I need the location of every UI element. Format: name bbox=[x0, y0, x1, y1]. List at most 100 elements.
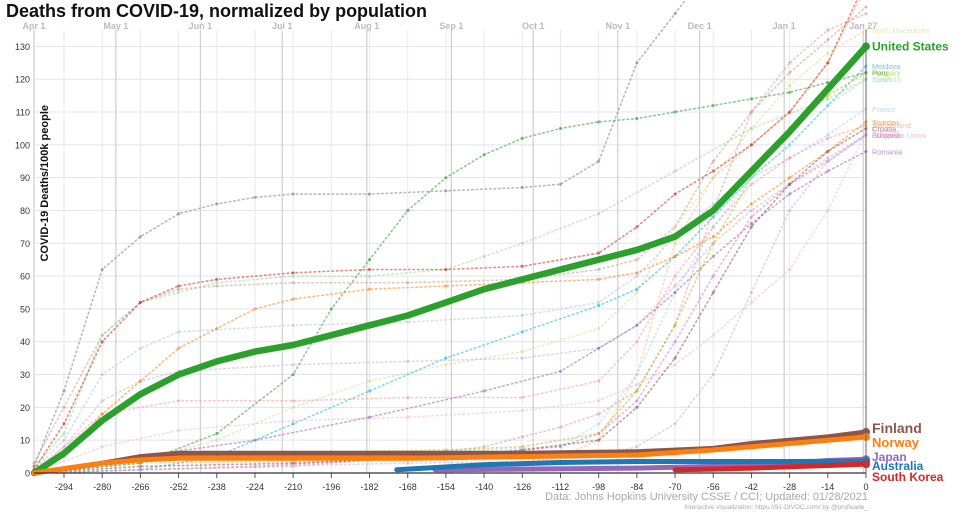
faded-data-point bbox=[826, 51, 830, 55]
faded-data-point bbox=[444, 267, 448, 272]
faded-data-point bbox=[253, 464, 257, 469]
faded-data-point bbox=[482, 153, 486, 157]
faded-data-point bbox=[176, 428, 181, 432]
y-tick-label: 90 bbox=[20, 173, 30, 183]
highlighted-data-point bbox=[176, 372, 181, 377]
faded-data-point bbox=[176, 399, 181, 403]
faded-data-point bbox=[826, 80, 830, 85]
highlighted-data-point bbox=[787, 459, 792, 464]
highlighted-data-point bbox=[481, 287, 487, 292]
y-tick-label: 100 bbox=[15, 140, 30, 150]
faded-data-point bbox=[176, 287, 181, 291]
faded-data-point bbox=[62, 445, 66, 449]
faded-data-point bbox=[635, 274, 639, 278]
faded-series-line bbox=[33, 130, 867, 474]
faded-data-point bbox=[597, 438, 601, 442]
y-tick-label: 120 bbox=[15, 75, 30, 85]
faded-data-point bbox=[864, 5, 868, 9]
faded-series-label: Bulgaria bbox=[872, 131, 900, 140]
faded-data-point bbox=[749, 143, 754, 147]
highlighted-data-point bbox=[394, 467, 400, 472]
faded-data-point bbox=[749, 202, 754, 206]
faded-data-point bbox=[406, 208, 410, 213]
highlighted-data-point bbox=[596, 257, 601, 262]
highlighted-data-point bbox=[634, 247, 640, 253]
faded-data-point bbox=[367, 379, 372, 383]
faded-data-point bbox=[826, 159, 830, 163]
month-label: Sep 1 bbox=[439, 21, 463, 31]
highlighted-data-point bbox=[634, 452, 640, 458]
faded-data-point bbox=[635, 117, 639, 121]
y-tick-label: 10 bbox=[20, 436, 30, 446]
faded-data-point bbox=[444, 356, 448, 360]
x-tick-label: -98 bbox=[592, 482, 605, 492]
faded-data-point bbox=[138, 379, 142, 383]
faded-data-point bbox=[367, 258, 372, 262]
faded-data-point bbox=[406, 415, 410, 419]
faded-data-point bbox=[100, 399, 104, 403]
faded-data-point bbox=[673, 422, 677, 426]
faded-data-point bbox=[215, 432, 219, 436]
faded-series-line bbox=[33, 0, 858, 471]
faded-data-point bbox=[291, 323, 295, 327]
faded-data-point bbox=[788, 192, 792, 196]
faded-data-point bbox=[329, 307, 333, 311]
y-tick-label: 130 bbox=[15, 42, 30, 52]
x-tick-label: -224 bbox=[246, 482, 264, 492]
month-label: Oct 1 bbox=[522, 21, 545, 31]
faded-data-point bbox=[406, 395, 410, 400]
faded-data-point bbox=[444, 363, 448, 367]
faded-series-line bbox=[33, 108, 867, 471]
highlighted-series-line bbox=[672, 461, 869, 473]
faded-data-point bbox=[520, 185, 524, 190]
faded-data-point bbox=[176, 330, 181, 334]
x-tick-label: -70 bbox=[669, 482, 682, 492]
faded-data-point bbox=[749, 182, 754, 186]
faded-data-point bbox=[291, 192, 295, 196]
y-tick-label: 70 bbox=[20, 239, 30, 249]
faded-data-point bbox=[673, 225, 677, 229]
faded-data-point bbox=[291, 372, 295, 377]
faded-data-point bbox=[711, 103, 715, 108]
faded-data-point bbox=[673, 192, 677, 196]
faded-data-point bbox=[749, 126, 754, 131]
faded-data-point bbox=[635, 405, 639, 409]
faded-data-point bbox=[291, 399, 295, 403]
faded-data-point bbox=[749, 215, 754, 219]
faded-data-point bbox=[673, 169, 677, 173]
faded-data-point bbox=[138, 464, 142, 469]
faded-data-point bbox=[597, 399, 601, 403]
faded-data-point bbox=[826, 61, 830, 65]
faded-data-point bbox=[597, 212, 601, 216]
faded-data-point bbox=[711, 202, 715, 206]
faded-data-point bbox=[826, 169, 830, 173]
faded-series-label: Peru bbox=[872, 69, 888, 78]
highlighted-data-point bbox=[711, 447, 716, 453]
y-tick-label: 110 bbox=[16, 108, 30, 118]
faded-data-point bbox=[558, 126, 563, 131]
faded-data-point bbox=[711, 241, 715, 245]
faded-data-point bbox=[215, 284, 219, 288]
faded-data-point bbox=[100, 267, 104, 272]
faded-data-point bbox=[597, 346, 601, 350]
faded-data-point bbox=[138, 346, 142, 350]
faded-data-point bbox=[176, 346, 181, 350]
faded-data-point bbox=[291, 461, 295, 465]
faded-data-point bbox=[215, 281, 219, 285]
faded-data-point bbox=[826, 149, 830, 154]
x-tick-label: 0 bbox=[863, 482, 868, 492]
highlighted-data-point bbox=[61, 451, 67, 456]
faded-series-label: Slovenia bbox=[872, 75, 902, 84]
faded-data-point bbox=[176, 284, 181, 288]
faded-data-point bbox=[367, 192, 372, 196]
highlighted-data-point bbox=[138, 392, 143, 397]
faded-series-label: Lithuania bbox=[872, 131, 903, 140]
highlighted-data-point bbox=[138, 457, 143, 463]
faded-series-label: France bbox=[872, 105, 895, 114]
faded-data-point bbox=[673, 323, 677, 327]
highlighted-data-point bbox=[290, 456, 296, 461]
faded-data-point bbox=[520, 395, 524, 400]
highlighted-data-point bbox=[290, 342, 296, 348]
faded-data-point bbox=[444, 189, 448, 193]
faded-data-point bbox=[711, 169, 715, 173]
